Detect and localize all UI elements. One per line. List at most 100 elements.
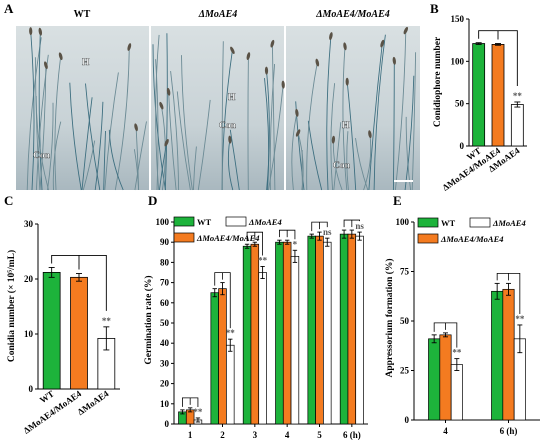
bar-0 <box>428 338 441 421</box>
micrograph-title-wt: WT <box>74 9 91 20</box>
hypha-label-complemented: H <box>342 121 350 131</box>
significance-label: ** <box>226 328 236 338</box>
hypha-strand <box>363 134 372 191</box>
hypha-strand <box>47 102 54 191</box>
hypha-strand <box>39 65 47 191</box>
conidium-shape <box>392 56 396 65</box>
hypha-strand <box>392 60 395 191</box>
conidium-shape <box>270 39 275 48</box>
significance-label: ** <box>513 91 523 101</box>
x-tick-label: 1 <box>188 430 193 440</box>
hypha-strand <box>264 78 270 191</box>
hypha-strand <box>266 70 270 191</box>
hypha-strand <box>333 122 342 191</box>
bar-1 <box>502 288 515 421</box>
significance-label: ** <box>452 348 462 358</box>
hypha-strand <box>330 83 336 191</box>
conidium-shape <box>38 27 43 36</box>
conidium-shape <box>134 123 138 132</box>
legend-swatch <box>417 217 439 228</box>
hypha-strand <box>54 56 62 191</box>
hypha-strand <box>104 72 119 191</box>
x-tick-label: 4 <box>285 430 290 440</box>
y-tick-label: 90 <box>160 237 170 247</box>
hypha-strand <box>368 43 383 191</box>
hypha-strand <box>133 149 140 191</box>
hypha-strand <box>342 46 348 191</box>
hypha-strand <box>326 36 332 191</box>
hyphae-drawing <box>26 26 417 191</box>
conidium-shape <box>345 77 349 86</box>
hypha-strand <box>30 31 35 191</box>
panel-label-c: C <box>4 193 13 208</box>
y-axis-label: Germination rate (%) <box>143 275 154 364</box>
y-tick-label: 0 <box>405 415 410 425</box>
panel-label-b: B <box>430 1 439 16</box>
hypha-strand <box>168 91 177 191</box>
hypha-strand <box>394 30 407 191</box>
significance-label: ** <box>193 407 203 417</box>
hypha-strand <box>114 46 130 191</box>
y-tick-label: 10 <box>24 329 34 339</box>
chart-germination: 0 10 20 30 40 50 60 70 80 90 100 ** 1 ** 2 ** 3 * 4 ns 5 ns 6 … <box>143 216 368 440</box>
panel-label-e: E <box>393 193 402 208</box>
hypha-strand <box>35 54 49 191</box>
bar-2 <box>450 364 463 421</box>
hypha-strand <box>82 140 96 191</box>
conidium-shape <box>228 135 232 144</box>
y-axis-label: Conidia number (× 10⁵/mL) <box>6 250 17 362</box>
hypha-strand <box>181 55 193 191</box>
significance-label: ** <box>102 316 112 326</box>
conidium-shape <box>295 129 301 137</box>
conidium-shape <box>264 66 269 75</box>
bar-1 <box>250 243 260 425</box>
significance-label: ns <box>355 221 364 231</box>
bar-0 <box>339 233 349 425</box>
hypha-strand <box>134 121 147 191</box>
y-tick-label: 50 <box>160 318 170 328</box>
y-tick-label: 50 <box>400 316 410 326</box>
x-tick-label: 6 (h) <box>500 426 518 436</box>
legend-swatch <box>173 216 195 227</box>
y-axis-label: Appressorium formation (%) <box>384 258 395 377</box>
y-tick-label: 100 <box>396 217 410 227</box>
hypha-strand <box>176 91 191 191</box>
hypha-strand <box>404 75 415 191</box>
bar-2 <box>323 241 332 425</box>
bar-2 <box>510 104 524 147</box>
hypha-strand <box>221 41 224 191</box>
hypha-strand <box>34 57 41 191</box>
y-tick-label: 50 <box>455 99 465 109</box>
bar-2 <box>355 235 364 425</box>
hypha-strand <box>373 34 386 191</box>
conidia-label-wt: Con <box>33 151 51 161</box>
y-tick-label: 0 <box>29 384 34 394</box>
hypha-strand <box>103 130 106 191</box>
conidium-shape <box>159 101 164 110</box>
micrograph-row: WT ΔMoAE4 ΔMoAE4/MoAE4 H Con H Con H Con <box>16 9 420 191</box>
bar-0 <box>491 290 504 421</box>
hypha-strand <box>158 142 168 191</box>
x-tick-label: WT <box>38 388 56 405</box>
panel-label-d: D <box>148 193 157 208</box>
x-tick-label: 2 <box>220 430 225 440</box>
bar-2 <box>226 344 235 425</box>
y-tick-label: 10 <box>160 399 170 409</box>
conidium-shape <box>164 138 169 147</box>
hypha-strand <box>26 37 42 191</box>
conidium-shape <box>368 130 372 139</box>
y-tick-label: 0 <box>460 141 465 151</box>
y-tick-label: 80 <box>160 257 170 267</box>
y-tick-label: 20 <box>160 379 170 389</box>
bar-0 <box>472 43 486 147</box>
hypha-strand <box>268 84 284 191</box>
hypha-label-mutant: H <box>228 93 236 103</box>
conidium-shape <box>44 61 48 70</box>
x-tick-label: ΔMoAE4 <box>76 388 111 417</box>
bar-0 <box>42 271 61 390</box>
hypha-strand <box>170 71 180 191</box>
y-tick-label: 75 <box>400 267 410 277</box>
legend-swatch <box>173 232 195 243</box>
hypha-strand <box>346 131 349 191</box>
micrograph-complemented <box>286 26 420 190</box>
